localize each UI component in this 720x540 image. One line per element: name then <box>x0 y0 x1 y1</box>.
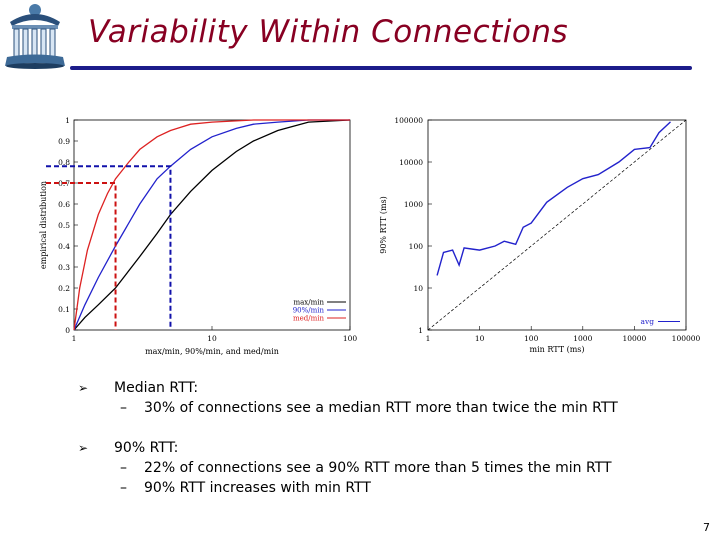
sub-bullet-text: 30% of connections see a median RTT more… <box>144 400 618 416</box>
sub-bullet-item: – 30% of connections see a median RTT mo… <box>78 400 698 420</box>
x-tick-label: 100 <box>343 334 358 343</box>
y-tick-label: 0.9 <box>58 137 70 146</box>
bullet-text: Median RTT: <box>114 380 199 396</box>
rtt-chart: 1 10 100 1000 10000 100000 1 10 100 1000 10000 1000… <box>379 116 701 354</box>
x-tick-label: 1000 <box>573 334 592 343</box>
sub-bullet-text: 90% RTT increases with min RTT <box>144 480 371 496</box>
y-tick-label: 0 <box>65 326 70 335</box>
x-tick-label: 100000 <box>672 334 701 343</box>
bullet-list: ➢ Median RTT: – 30% of connections see a… <box>78 380 698 500</box>
page-number: 7 <box>703 521 710 534</box>
legend-label: 90%/min <box>293 307 325 315</box>
y-tick-label: 0.1 <box>58 305 70 314</box>
arrow-bullet-icon: ➢ <box>78 441 89 455</box>
x-tick-label: 1 <box>72 334 77 343</box>
series-line-medmin <box>73 119 350 331</box>
series-line-maxmin <box>73 119 351 331</box>
sub-bullet-text: 22% of connections see a 90% RTT more th… <box>144 460 612 476</box>
y-tick-label: 10000 <box>399 158 423 167</box>
series-line-avg <box>436 121 671 276</box>
y-tick-label: 0.6 <box>58 200 70 209</box>
arrow-bullet-icon: ➢ <box>78 381 89 395</box>
y-tick-label: 1 <box>418 326 423 335</box>
x-tick-label: 100 <box>524 334 539 343</box>
x-axis-label: max/min, 90%/min, and med/min <box>145 347 279 356</box>
diagonal-reference-line <box>427 119 687 331</box>
bullet-item: ➢ 90% RTT: <box>78 440 698 460</box>
dash-icon: – <box>120 480 127 496</box>
legend-label: avg <box>640 317 654 326</box>
plot-frame <box>427 119 687 331</box>
y-axis-label: empirical distribution <box>39 181 48 269</box>
y-tick-label: 100000 <box>394 116 423 125</box>
y-tick-label: 0.8 <box>58 158 70 167</box>
y-tick-label: 0.5 <box>58 221 70 230</box>
sub-bullet-item: – 22% of connections see a 90% RTT more … <box>78 460 698 480</box>
legend-label: med/min <box>293 315 324 323</box>
x-tick-label: 10000 <box>622 334 646 343</box>
bullet-item: ➢ Median RTT: <box>78 380 698 400</box>
annotation-dashed-line <box>46 182 117 330</box>
x-tick-label: 1 <box>426 334 431 343</box>
y-tick-label: 1000 <box>404 200 423 209</box>
y-tick-label: 0.4 <box>58 242 70 251</box>
y-axis-label: 90% RTT (ms) <box>379 196 388 254</box>
annotation-dashed-line <box>46 165 172 330</box>
old-well-logo <box>5 4 65 69</box>
bullet-text: 90% RTT: <box>114 440 179 456</box>
cdf-chart: 00.10.20.30.40.50.60.70.80.911 10 100max/m… <box>39 116 358 356</box>
dash-icon: – <box>120 460 127 476</box>
legend-label: max/min <box>293 299 324 307</box>
dash-icon: – <box>120 400 127 416</box>
y-tick-label: 1 <box>65 116 70 125</box>
y-tick-label: 0.3 <box>58 263 70 272</box>
x-tick-label: 10 <box>207 334 217 343</box>
sub-bullet-item: – 90% RTT increases with min RTT <box>78 480 698 500</box>
y-tick-label: 0.2 <box>58 284 70 293</box>
x-axis-label: min RTT (ms) <box>529 345 584 354</box>
series-line-min <box>73 119 350 331</box>
slide-title: Variability Within Connections <box>88 14 569 50</box>
y-tick-label: 100 <box>409 242 424 251</box>
x-tick-label: 10 <box>475 334 485 343</box>
y-tick-label: 10 <box>413 284 423 293</box>
title-underline <box>70 66 692 70</box>
